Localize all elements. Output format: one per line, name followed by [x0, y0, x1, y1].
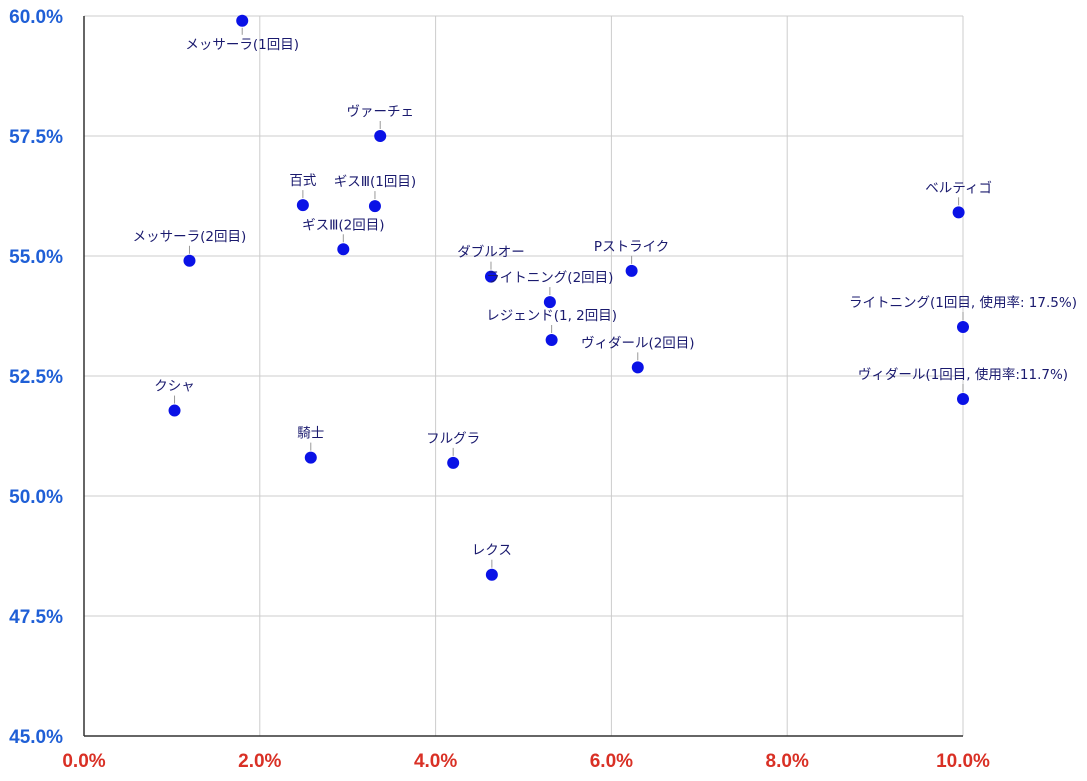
- data-point-label: メッサーラ(2回目): [133, 229, 247, 245]
- data-point-label: ギスⅢ(2回目): [302, 217, 384, 233]
- data-point: [296, 199, 309, 212]
- data-point-label: レジェンド(1, 2回目): [486, 308, 617, 324]
- data-point-label: ライトニング(1回目, 使用率: 17.5%): [849, 294, 1077, 311]
- data-point-label: レクス: [472, 543, 512, 559]
- data-point-label: ギスⅢ(1回目): [334, 174, 416, 190]
- data-point-label: フルグラ: [426, 431, 480, 447]
- data-point: [304, 451, 317, 464]
- data-point: [236, 14, 249, 27]
- data-point-label: ヴィダール(2回目): [581, 334, 695, 351]
- y-tick-label: 55.0%: [9, 247, 63, 268]
- x-tick-label: 2.0%: [238, 751, 281, 772]
- y-tick-label: 50.0%: [9, 487, 63, 508]
- x-axis-tick-labels: 0.0% 2.0% 4.0% 6.0% 8.0% 10.0%: [62, 751, 990, 772]
- data-point-label: ライトニング(2回目): [486, 270, 613, 286]
- y-tick-label: 45.0%: [9, 727, 63, 748]
- data-point-label: ヴァーチェ: [346, 103, 414, 120]
- data-point: [368, 200, 381, 213]
- y-tick-label: 60.0%: [9, 7, 63, 28]
- y-tick-label: 52.5%: [9, 367, 63, 388]
- x-tick-label: 10.0%: [936, 751, 990, 772]
- data-point: [631, 361, 644, 374]
- x-tick-label: 6.0%: [590, 751, 633, 772]
- x-tick-label: 8.0%: [766, 751, 809, 772]
- data-point: [545, 334, 558, 346]
- x-tick-label: 0.0%: [62, 751, 105, 772]
- data-point: [543, 296, 556, 309]
- label-leader-lines: [174, 27, 964, 568]
- data-point: [957, 321, 969, 334]
- axes: [83, 16, 963, 737]
- data-point: [625, 264, 638, 277]
- data-point-label: 百式: [289, 173, 316, 189]
- data-point-label: ダブルオー: [457, 244, 525, 261]
- data-point: [183, 254, 196, 267]
- data-point-label: メッサーラ(1回目): [185, 37, 299, 53]
- y-tick-label: 57.5%: [9, 127, 63, 148]
- y-tick-label: 47.5%: [9, 607, 63, 628]
- data-point: [168, 404, 181, 417]
- data-point: [957, 393, 969, 406]
- data-point-label: クシャ: [154, 379, 195, 395]
- y-axis-tick-labels: 45.0% 47.5% 50.0% 52.5% 55.0% 57.5% 60.0%: [9, 7, 63, 748]
- data-point: [337, 243, 350, 256]
- data-point: [485, 568, 498, 581]
- data-point: [484, 270, 497, 283]
- data-point-label: Pストライク: [594, 239, 669, 255]
- data-point: [374, 130, 387, 142]
- data-point-label: ベルティゴ: [925, 179, 992, 196]
- data-point: [952, 206, 965, 219]
- grid-lines: [84, 15, 964, 736]
- data-point-label: 騎士: [297, 426, 324, 442]
- data-point: [447, 456, 460, 469]
- x-tick-label: 4.0%: [414, 751, 457, 772]
- data-point-label: ヴィダール(1回目, 使用率:11.7%): [858, 366, 1068, 383]
- data-points: [168, 14, 969, 581]
